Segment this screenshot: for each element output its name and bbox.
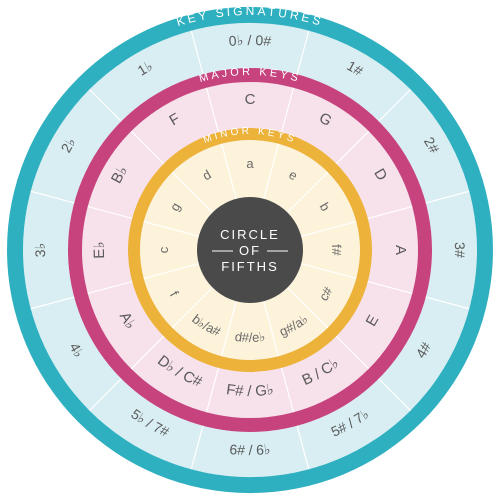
center-title-2: OF (239, 243, 261, 258)
seg-label-minor-6: d#/e♭ (234, 329, 266, 345)
center-title-1: CIRCLE (220, 227, 280, 242)
center-title-3: FIFTHS (221, 259, 279, 274)
seg-label-major-9: E♭ (91, 241, 108, 259)
seg-label-keysig-0: 0♭ / 0# (228, 32, 272, 49)
seg-label-major-0: C (245, 91, 256, 108)
seg-label-minor-0: a (246, 156, 254, 171)
seg-label-minor-3: f# (329, 244, 344, 256)
circle-of-fifths-diagram: { "diagram": { "type": "circular-wheel",… (0, 0, 500, 500)
wheel-svg: KEY SIGNATURESMAJOR KEYSMINOR KEYS0♭ / 0… (0, 0, 500, 500)
seg-label-minor-9: c (156, 246, 171, 253)
seg-label-major-6: F# / G♭ (225, 381, 275, 400)
seg-label-keysig-9: 3♭ (32, 243, 48, 258)
seg-label-keysig-6: 6# / 6♭ (229, 441, 271, 458)
seg-label-major-3: A (392, 245, 409, 255)
